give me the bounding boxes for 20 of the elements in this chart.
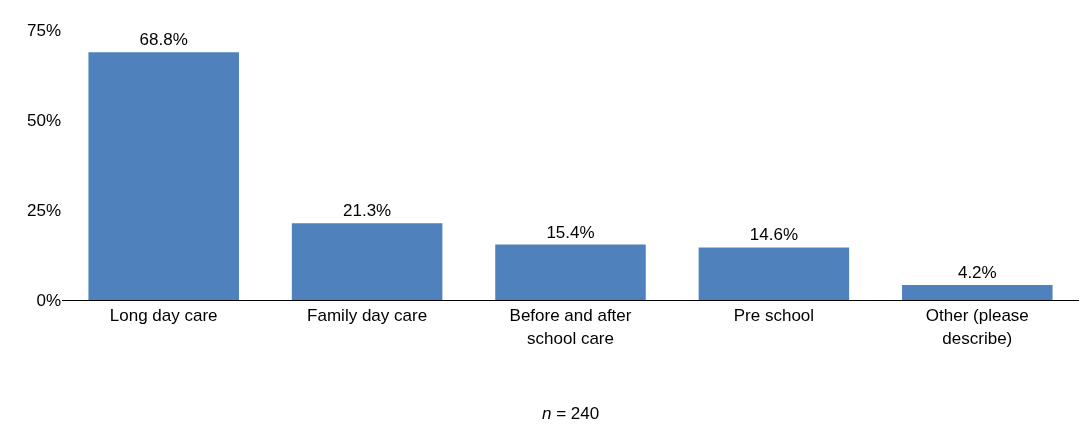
x-tick-label: Long day care [109, 306, 218, 326]
bar [698, 247, 850, 300]
x-tick-label: Family day care [307, 306, 428, 326]
data-label: 14.6% [749, 225, 798, 245]
data-label: 4.2% [957, 262, 997, 282]
data-label: 21.3% [343, 201, 392, 221]
y-tick-label: 0% [36, 290, 61, 310]
bar [902, 284, 1053, 300]
y-tick-label: 25% [26, 200, 61, 220]
bar [291, 223, 443, 300]
data-label: 15.4% [546, 222, 595, 242]
x-tick-label: Other (please describe) [925, 306, 1029, 348]
bar [495, 244, 646, 300]
bar [88, 52, 239, 300]
data-label: 68.8% [139, 30, 188, 50]
x-tick-label: Before and after school care [509, 306, 632, 348]
x-tick-label: Pre school [733, 306, 815, 326]
y-tick-label: 50% [26, 110, 61, 130]
text: n = 240 [542, 404, 600, 423]
y-tick-label: 75% [26, 20, 61, 40]
